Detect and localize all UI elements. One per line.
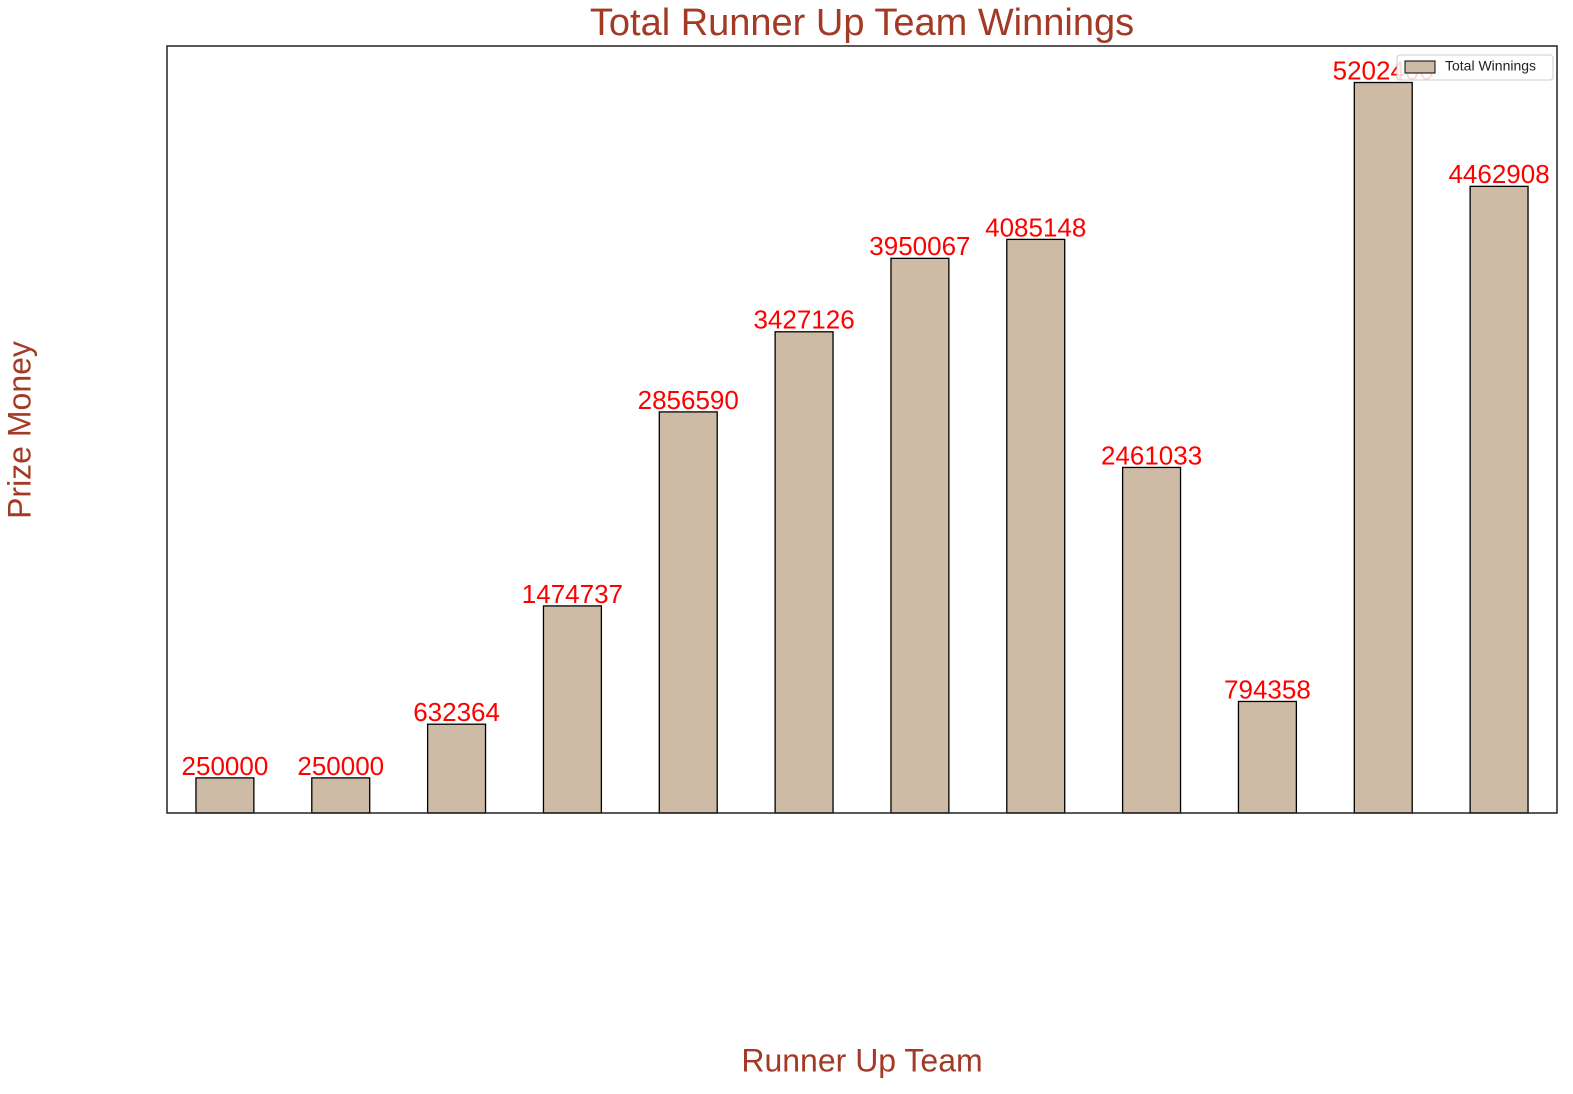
value-label: 1474737	[522, 579, 623, 609]
value-label: 2461033	[1101, 440, 1202, 470]
bar	[1006, 238, 1066, 814]
value-label: 2856590	[638, 385, 739, 415]
value-label: 632364	[413, 697, 500, 727]
value-label: 4462908	[1448, 159, 1549, 189]
legend-swatch	[1404, 60, 1436, 74]
chart-title: Total Runner Up Team Winnings	[590, 2, 1134, 44]
bar	[426, 723, 487, 814]
value-label: 250000	[297, 751, 384, 781]
bar	[1469, 185, 1529, 814]
value-label: 3950067	[869, 231, 970, 261]
value-label: 250000	[182, 751, 269, 781]
plot-frame	[166, 45, 1558, 814]
value-label: 794358	[1224, 674, 1311, 704]
bar	[1237, 700, 1298, 814]
bar	[658, 411, 718, 814]
x-axis-label: Runner Up Team	[741, 1042, 982, 1078]
value-label: 3427126	[753, 305, 854, 335]
y-axis-label: Prize Money	[1, 341, 37, 519]
bar	[774, 331, 834, 814]
legend-box	[1396, 54, 1554, 81]
legend-label: Total Winnings	[1445, 58, 1536, 74]
value-label: 4085148	[985, 212, 1086, 242]
bar	[195, 777, 255, 814]
bar	[890, 257, 950, 814]
bar	[311, 777, 371, 814]
bar	[1121, 466, 1182, 814]
bar	[1353, 81, 1413, 814]
bar	[542, 605, 603, 814]
